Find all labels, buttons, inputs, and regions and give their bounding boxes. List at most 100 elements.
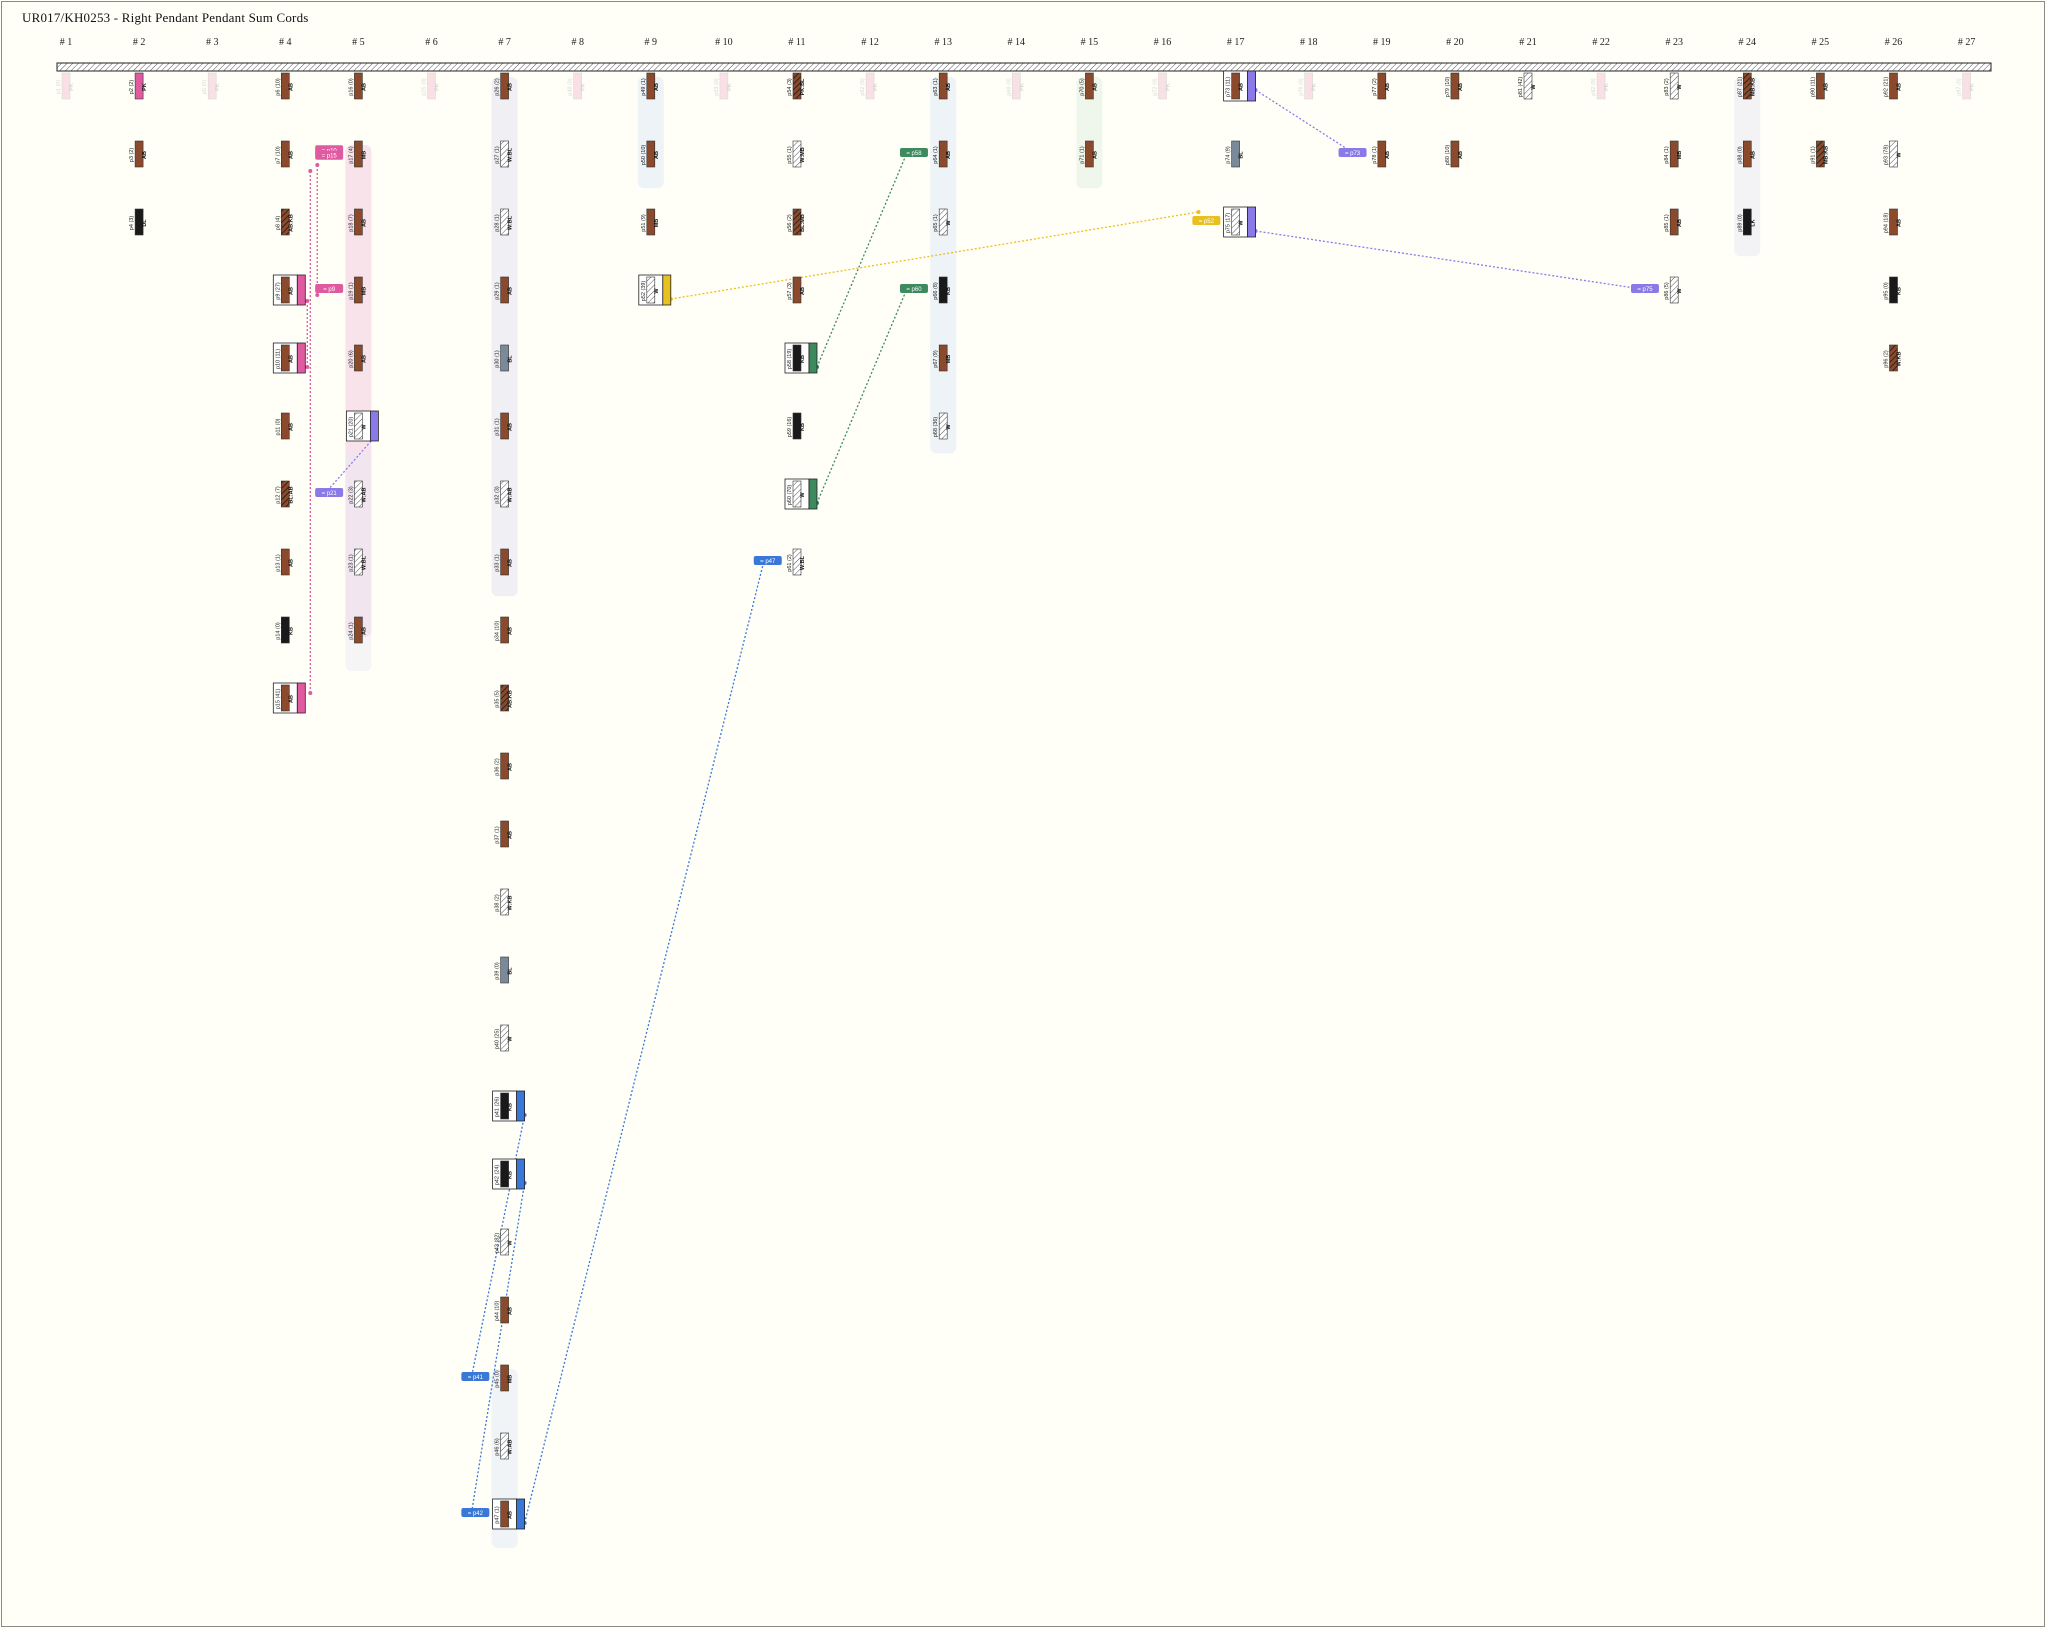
- pendant-p51[interactable]: p51 (9) MB: [641, 208, 660, 236]
- pendant-p10[interactable]: p10 (11) AB: [272, 342, 306, 374]
- pendant-p68[interactable]: p68 (36) W: [933, 412, 952, 440]
- pendant-p84[interactable]: p84 (1) MB: [1664, 140, 1683, 168]
- pendant-p13[interactable]: p13 (1) AB: [275, 548, 294, 576]
- pendant-p96[interactable]: p96 (2) W:KB: [1884, 344, 1903, 372]
- pendant-p36[interactable]: p36 (2) AB: [495, 752, 514, 780]
- pendant-p82[interactable]: p82 (0) PK: [1591, 72, 1610, 100]
- pendant-p47[interactable]: p47 (1) AB: [492, 1498, 525, 1530]
- pendant-p39[interactable]: p39 (0) BL: [495, 956, 514, 984]
- pendant-p14[interactable]: p14 (0) KB: [275, 616, 294, 644]
- pendant-p4[interactable]: p4 (3) DL: [129, 208, 148, 236]
- pendant-p35[interactable]: p35 (5) AB:KB: [495, 684, 514, 712]
- pendant-p61[interactable]: p61 (2) W:BL: [787, 548, 806, 576]
- pendant-p44[interactable]: p44 (10) AB: [495, 1296, 514, 1324]
- pendant-p34[interactable]: p34 (10) AB: [495, 616, 514, 644]
- pendant-p41[interactable]: p41 (26) KB: [492, 1090, 525, 1122]
- pendant-p58[interactable]: p58 (19) KB: [784, 342, 818, 374]
- pendant-p89[interactable]: p89 (0) LK: [1737, 208, 1756, 236]
- pendant-p48[interactable]: p48 (0) PK: [568, 72, 587, 100]
- pendant-p97[interactable]: p97 (0) PK: [1957, 72, 1976, 100]
- pendant-p95[interactable]: p95 (0) KB: [1884, 276, 1903, 304]
- pendant-p79[interactable]: p79 (10) AB: [1445, 72, 1464, 100]
- pendant-p1[interactable]: p1 (0) PK: [56, 72, 75, 100]
- pendant-p56[interactable]: p56 (2) BL:MB: [787, 208, 806, 236]
- pendant-p64[interactable]: p64 (1) AB: [933, 140, 952, 168]
- pendant-p45[interactable]: p45 (0) MB: [495, 1364, 514, 1392]
- pendant-p86[interactable]: p86 (5) W: [1664, 276, 1683, 304]
- sum-tag[interactable]: = p41: [461, 1372, 490, 1381]
- pendant-p22[interactable]: p22 (3) W:AB: [348, 480, 367, 508]
- pendant-p57[interactable]: p57 (3) AB: [787, 276, 806, 304]
- pendant-p12[interactable]: p12 (7) BL:AB: [275, 480, 294, 508]
- pendant-p67[interactable]: p67 (9) MB: [933, 344, 952, 372]
- pendant-p28[interactable]: p28 (1) W:BL: [495, 208, 514, 236]
- pendant-p16[interactable]: p16 (0) AB: [348, 72, 367, 100]
- pendant-p73[interactable]: p73 (11) AB: [1223, 70, 1256, 102]
- pendant-p53[interactable]: p53 (0) PK: [714, 72, 733, 100]
- sum-tag[interactable]: = p58: [899, 148, 928, 157]
- pendant-p72[interactable]: p72 (0) PK: [1153, 72, 1172, 100]
- pendant-p50[interactable]: p50 (10) AB: [641, 140, 660, 168]
- pendant-p2[interactable]: p2 (2) PK: [129, 72, 148, 100]
- pendant-p3[interactable]: p3 (2) AB: [129, 140, 148, 168]
- pendant-p40[interactable]: p40 (25) W: [495, 1024, 514, 1052]
- pendant-p18[interactable]: p18 (7) AB: [348, 208, 367, 236]
- pendant-p70[interactable]: p70 (5) AB: [1079, 72, 1098, 100]
- pendant-p94[interactable]: p94 (18) AB: [1884, 208, 1903, 236]
- pendant-p9[interactable]: p9 (27) AB: [272, 274, 306, 306]
- pendant-p30[interactable]: p30 (1) BL: [495, 344, 514, 372]
- pendant-p24[interactable]: p24 (1) AB: [348, 616, 367, 644]
- pendant-p62[interactable]: p62 (0) PK: [860, 72, 879, 100]
- pendant-p59[interactable]: p59 (16) KB: [787, 412, 806, 440]
- pendant-p20[interactable]: p20 (6) AB: [348, 344, 367, 372]
- pendant-p78[interactable]: p78 (1) AB: [1372, 140, 1391, 168]
- pendant-p92[interactable]: p92 (21) AB: [1884, 72, 1903, 100]
- pendant-p54[interactable]: p54 (3) PK:BL: [787, 72, 806, 100]
- pendant-p19[interactable]: p19 (1) MB: [348, 276, 367, 304]
- pendant-p49[interactable]: p49 (1) AB: [641, 72, 660, 100]
- pendant-p66[interactable]: p66 (8) KB: [933, 276, 952, 304]
- pendant-p74[interactable]: p74 (9) BL: [1226, 140, 1245, 168]
- sum-tag[interactable]: = p42: [461, 1508, 490, 1517]
- pendant-p85[interactable]: p85 (1) AB: [1664, 208, 1683, 236]
- pendant-p93[interactable]: p93 (78) W: [1884, 140, 1903, 168]
- pendant-p87[interactable]: p87 (21) MB:KB: [1737, 72, 1756, 100]
- pendant-p69[interactable]: p69 (0) PK: [1006, 72, 1025, 100]
- pendant-p90[interactable]: p90 (11) AB: [1810, 72, 1829, 100]
- pendant-p46[interactable]: p46 (6) W:AB: [495, 1432, 514, 1460]
- sum-tag[interactable]: = p15: [315, 150, 344, 160]
- pendant-p31[interactable]: p31 (1) AB: [495, 412, 514, 440]
- pendant-p15[interactable]: p15 (41) AB: [272, 682, 306, 714]
- pendant-p42[interactable]: p42 (24) KB: [492, 1158, 525, 1190]
- pendant-p17[interactable]: p17 (4) MB: [348, 140, 367, 168]
- pendant-p60[interactable]: p60 (70) W: [784, 478, 818, 510]
- pendant-p63[interactable]: p63 (1) AB: [933, 72, 952, 100]
- pendant-p43[interactable]: p43 (82) W: [495, 1228, 514, 1256]
- sum-tag[interactable]: = p75: [1630, 284, 1659, 293]
- pendant-p52[interactable]: p52 (39) W: [638, 274, 672, 306]
- pendant-p23[interactable]: p23 (1) W:BL: [348, 548, 367, 576]
- pendant-p71[interactable]: p71 (1) AB: [1079, 140, 1098, 168]
- sum-tag[interactable]: = p52: [1192, 216, 1221, 225]
- pendant-p76[interactable]: p76 (0) PK: [1299, 72, 1318, 100]
- pendant-p38[interactable]: p38 (2) W:KB: [495, 888, 514, 916]
- pendant-p27[interactable]: p27 (1) W:BL: [495, 140, 514, 168]
- pendant-p75[interactable]: p75 (17) W: [1223, 206, 1256, 238]
- sum-tag[interactable]: = p60: [899, 284, 928, 293]
- pendant-p11[interactable]: p11 (0) AB: [275, 412, 294, 440]
- sum-tag[interactable]: = p47: [753, 556, 782, 565]
- pendant-p88[interactable]: p88 (0) AB: [1737, 140, 1756, 168]
- pendant-p25[interactable]: p25 (0) PK: [422, 72, 441, 100]
- pendant-p32[interactable]: p32 (3) W:AB: [495, 480, 514, 508]
- pendant-p8[interactable]: p8 (4) AB:KB: [275, 208, 294, 236]
- sum-tag[interactable]: = p21: [315, 488, 344, 497]
- sum-tag[interactable]: = p9: [315, 284, 344, 293]
- pendant-p77[interactable]: p77 (2) AB: [1372, 72, 1391, 100]
- pendant-p33[interactable]: p33 (1) AB: [495, 548, 514, 576]
- pendant-p55[interactable]: p55 (1) W:MB: [787, 140, 806, 168]
- pendant-p29[interactable]: p29 (1) AB: [495, 276, 514, 304]
- pendant-p83[interactable]: p83 (2) W: [1664, 72, 1683, 100]
- pendant-p26[interactable]: p26 (2) AB: [495, 72, 514, 100]
- pendant-p5[interactable]: p5 (0) PK: [202, 72, 221, 100]
- sum-tag[interactable]: = p73: [1338, 148, 1367, 157]
